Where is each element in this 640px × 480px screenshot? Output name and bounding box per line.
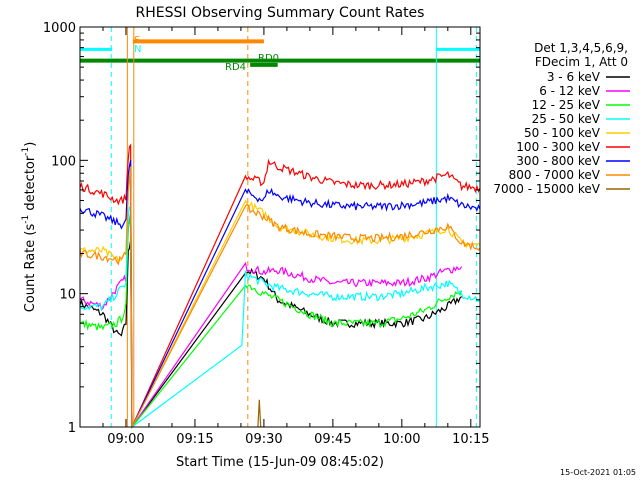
x-tick-label-0: 09:00: [107, 432, 144, 447]
y-tick-label-0: 1: [68, 421, 76, 436]
x-axis-ticks: 09:00 09:15 09:30 09:45 10:00 10:15: [102, 27, 490, 447]
rd4-label: RD4: [225, 62, 246, 73]
legend-label-7: 800 - 7000 keV: [509, 168, 601, 182]
x-tick-label-2: 09:30: [245, 432, 282, 447]
legend: Det 1,3,4,5,6,9, FDecim 1, Att 0 3 - 6 k…: [493, 41, 630, 196]
series-line-3: [79, 205, 481, 429]
series-line-1: [79, 213, 463, 429]
y-axis-label: Count Rate (s-1 detector-1): [21, 142, 38, 313]
legend-label-3: 25 - 50 keV: [532, 112, 601, 126]
legend-label-2: 12 - 25 keV: [532, 98, 601, 112]
legend-label-4: 50 - 100 keV: [524, 126, 601, 140]
x-axis-label: Start Time (15-Jun-09 08:45:02): [176, 455, 384, 470]
legend-label-6: 300 - 800 keV: [516, 154, 600, 168]
series-line-7: [79, 166, 481, 428]
x-tick-label-4: 10:00: [383, 432, 420, 447]
rd0-label: RD0: [258, 53, 279, 64]
legend-label-5: 100 - 300 keV: [516, 140, 600, 154]
y-axis-label-sup1: -1: [21, 215, 31, 224]
y-axis-label-sup2: -1: [21, 147, 31, 156]
series-line-2: [79, 213, 463, 429]
y-axis-label-end: ): [23, 142, 38, 147]
plot-frame: [79, 26, 481, 428]
footer-date: 15-Oct-2021 01:05: [560, 468, 636, 477]
saa-label: S: [134, 35, 140, 46]
series-line-8: [257, 399, 262, 428]
legend-header-line-1: Det 1,3,4,5,6,9,: [534, 41, 628, 55]
x-tick-label-1: 09:15: [176, 432, 213, 447]
flag-labels: S N RD0 RD4: [134, 35, 279, 73]
night-label: N: [134, 44, 141, 55]
y-axis-label-main: Count Rate (s: [23, 224, 38, 313]
legend-label-8: 7000 - 15000 keV: [493, 182, 600, 196]
legend-header-line-2: FDecim 1, Att 0: [535, 55, 628, 69]
y-tick-label-3: 1000: [43, 21, 76, 36]
series-line-6: [79, 160, 481, 428]
flag-bars: [80, 39, 480, 67]
series-lines: [79, 143, 481, 429]
series-line-5: [79, 143, 481, 428]
y-axis-ticks: 1 10 100 1000: [43, 21, 480, 436]
y-tick-label-2: 100: [51, 154, 76, 169]
x-tick-label-5: 10:15: [452, 432, 489, 447]
x-tick-label-3: 09:45: [314, 432, 351, 447]
legend-label-0: 3 - 6 keV: [547, 70, 601, 84]
y-axis-label-mid: detector: [23, 155, 38, 215]
y-tick-label-1: 10: [59, 288, 76, 303]
legend-label-1: 6 - 12 keV: [539, 84, 601, 98]
series-line-0: [79, 240, 462, 429]
chart-title: RHESSI Observing Summary Count Rates: [136, 5, 425, 21]
